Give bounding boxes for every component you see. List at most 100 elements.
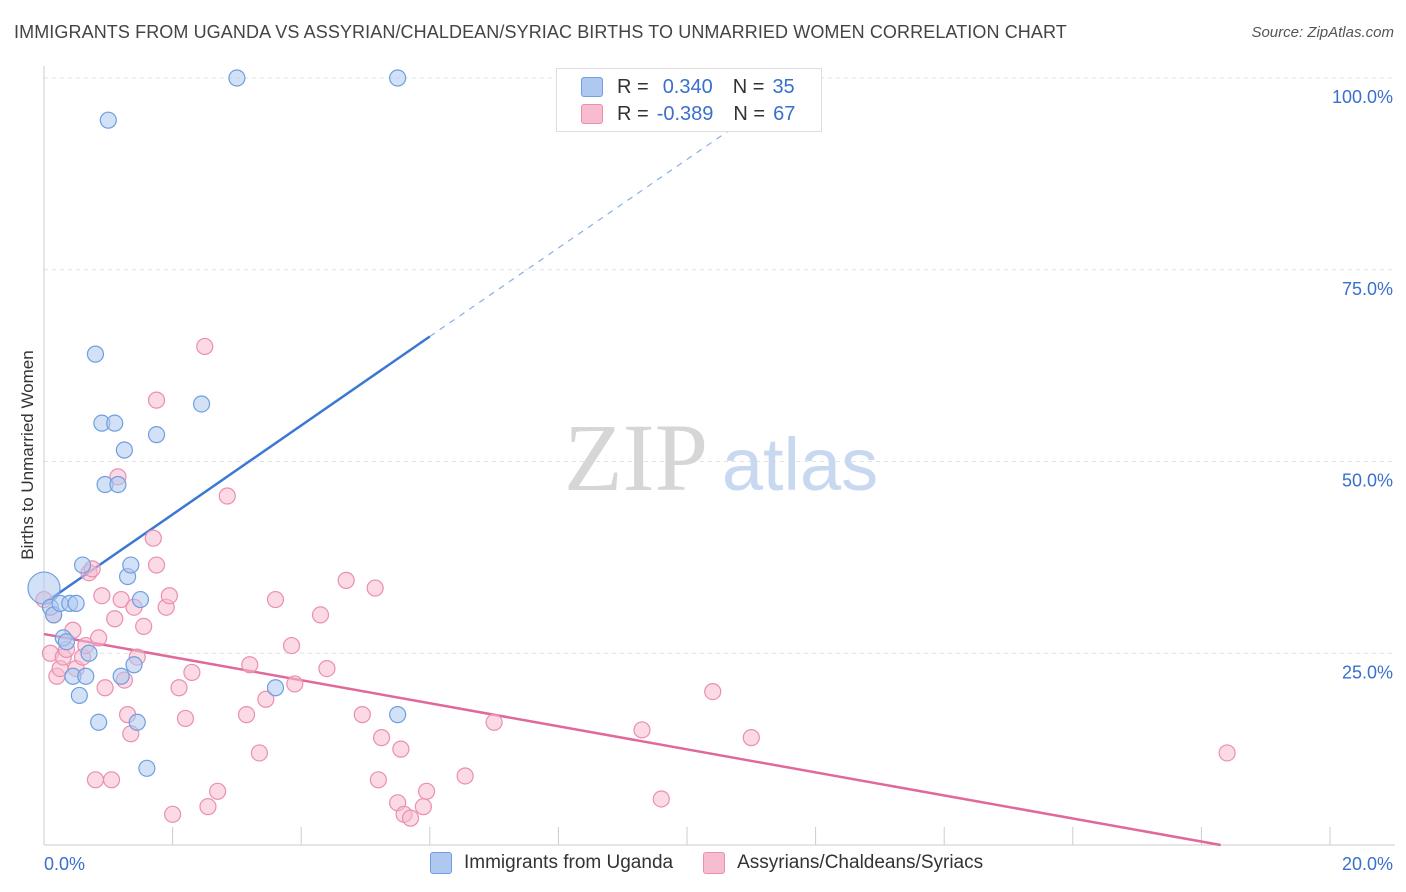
assyrian-point: [392, 740, 410, 758]
assyrian-point: [241, 656, 259, 674]
y-tick-label: 50.0%: [1342, 471, 1393, 491]
assyrian-point: [369, 771, 387, 789]
uganda-trend-line: [43, 335, 431, 605]
tick-labels: 25.0% 50.0% 75.0% 100.0% 0.0% 20.0%: [44, 87, 1393, 874]
assyrian-point: [456, 767, 474, 785]
assyrian-point: [414, 798, 432, 816]
series-swatch-blue: [430, 852, 452, 874]
chart-title: IMMIGRANTS FROM UGANDA VS ASSYRIAN/CHALD…: [14, 22, 1067, 42]
uganda-point: [131, 590, 150, 609]
uganda-point: [57, 633, 76, 651]
uganda-point: [112, 667, 130, 685]
series-legend-uganda: Immigrants from Uganda: [430, 852, 673, 874]
uganda-point: [389, 706, 407, 724]
y-axis-label: Births to Unmarried Women: [18, 350, 37, 560]
uganda-point: [138, 759, 156, 777]
assyrian-point: [366, 579, 384, 597]
assyrian-point: [485, 713, 503, 731]
uganda-point: [90, 713, 108, 731]
assyrian-point: [102, 771, 121, 789]
assyrian-point: [286, 675, 304, 693]
uganda-point: [73, 556, 92, 574]
legend-n-label: N =: [733, 102, 766, 125]
assyrian-point: [742, 729, 760, 747]
trend-lines: [43, 123, 1221, 847]
assyrian-point: [257, 690, 275, 708]
assyrian-point: [183, 663, 201, 682]
assyrian-point: [266, 590, 285, 609]
uganda-point: [389, 69, 407, 87]
assyrian-point: [633, 721, 651, 739]
legend-n-label: N =: [732, 75, 765, 98]
assyrian-point: [652, 790, 670, 808]
x-tick-label: 20.0%: [1342, 854, 1393, 874]
assyrian-point: [112, 590, 130, 609]
assyrian-point: [704, 682, 722, 701]
uganda-point: [125, 656, 143, 674]
x-tick-label: 0.0%: [44, 854, 85, 874]
legend-n-value: 35: [772, 75, 795, 98]
assyrian-trend-line: [43, 632, 1221, 847]
uganda-point: [70, 686, 88, 705]
uganda-point: [228, 69, 246, 87]
uganda-point: [99, 111, 117, 129]
uganda-point: [122, 556, 140, 574]
source-label: Source: ZipAtlas.com: [1251, 24, 1394, 41]
assyrian-point: [147, 556, 166, 574]
assyrian-point: [401, 809, 420, 827]
legend-r-label: R =: [617, 102, 649, 125]
assyrian-point: [96, 679, 114, 697]
uganda-point: [128, 713, 146, 731]
uganda-point: [192, 395, 211, 413]
assyrian-point: [90, 629, 108, 647]
uganda-point: [67, 594, 85, 612]
data-points: [27, 69, 1236, 827]
y-tick-label: 100.0%: [1332, 87, 1393, 107]
legend-r-value: -0.389: [656, 102, 714, 125]
assyrian-point: [372, 729, 391, 747]
legend-swatch-blue: [581, 77, 603, 97]
assyrian-point: [318, 659, 336, 678]
series-legend-assyrian: Assyrians/Chaldeans/Syriacs: [703, 852, 983, 874]
assyrian-point: [135, 617, 153, 636]
assyrian-point: [147, 391, 166, 409]
uganda-point: [86, 345, 105, 363]
y-tick-label: 75.0%: [1342, 279, 1393, 299]
watermark: ZIP atlas: [564, 404, 878, 511]
series-label: Immigrants from Uganda: [464, 852, 674, 873]
axes: [43, 66, 1395, 846]
watermark-atlas: atlas: [722, 423, 878, 506]
series-label: Assyrians/Chaldeans/Syriacs: [737, 852, 984, 873]
assyrian-point: [282, 636, 301, 655]
correlation-legend: R = 0.340 N = 35 R = -0.389 N = 67: [556, 68, 822, 132]
legend-n-value: 67: [773, 102, 796, 125]
assyrian-point: [170, 679, 188, 697]
uganda-point: [80, 644, 98, 662]
uganda-trend-extension: [429, 123, 739, 337]
assyrian-point: [417, 782, 436, 800]
assyrian-point: [337, 571, 355, 589]
series-swatch-pink: [703, 852, 726, 874]
assyrian-point: [1218, 744, 1236, 762]
uganda-point: [77, 667, 95, 685]
assyrian-point: [199, 798, 217, 816]
uganda-point: [266, 679, 285, 697]
assyrian-point: [144, 529, 162, 547]
assyrian-point: [164, 805, 182, 823]
uganda-point: [115, 441, 133, 459]
assyrian-point: [311, 606, 330, 624]
legend-r-label: R =: [617, 75, 649, 98]
assyrian-point: [209, 782, 227, 800]
y-tick-label: 25.0%: [1342, 662, 1393, 682]
uganda-point: [109, 475, 127, 494]
assyrian-point: [176, 709, 195, 728]
assyrian-point: [93, 587, 111, 605]
series-legend: Immigrants from Uganda Assyrians/Chaldea…: [430, 852, 1013, 874]
uganda-point: [106, 414, 124, 432]
assyrian-point: [237, 706, 256, 724]
assyrian-point: [250, 744, 269, 762]
assyrian-point: [86, 771, 105, 789]
watermark-zip: ZIP: [564, 404, 708, 511]
legend-row-uganda: R = 0.340 N = 35: [581, 74, 795, 100]
